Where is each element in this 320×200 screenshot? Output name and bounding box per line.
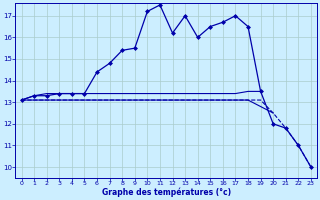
X-axis label: Graphe des températures (°c): Graphe des températures (°c): [102, 188, 231, 197]
